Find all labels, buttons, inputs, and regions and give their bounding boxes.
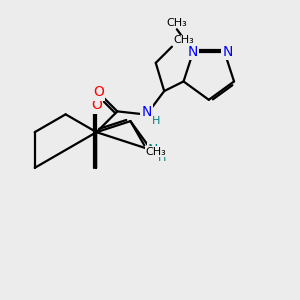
- Text: N: N: [141, 105, 152, 119]
- Text: O: O: [93, 85, 104, 99]
- Text: H: H: [152, 116, 160, 126]
- Text: O: O: [91, 98, 102, 112]
- Text: N: N: [222, 45, 233, 59]
- Text: H: H: [158, 153, 166, 163]
- Text: N: N: [188, 45, 198, 59]
- Text: CH₃: CH₃: [167, 18, 187, 28]
- Text: CH₃: CH₃: [146, 147, 166, 157]
- Text: N: N: [148, 143, 158, 157]
- Text: CH₃: CH₃: [173, 35, 194, 45]
